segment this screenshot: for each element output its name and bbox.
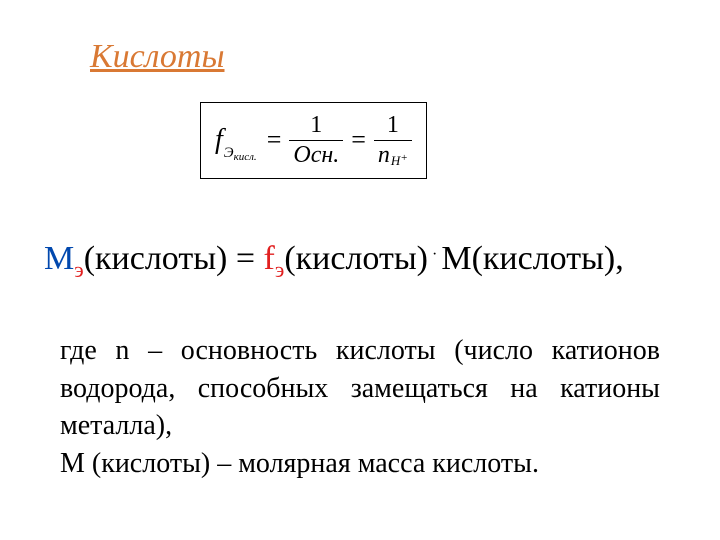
frac2-num: 1 xyxy=(383,111,403,140)
formula-arg-1: (кислоты) xyxy=(84,240,228,277)
formula-sub-e-2: э xyxy=(275,257,284,282)
formula-comma: , xyxy=(615,240,624,277)
frac1-den: Осн. xyxy=(289,140,343,170)
lhs-subscript-e: Э xyxy=(224,145,234,161)
frac2-den: n H+ xyxy=(374,140,412,170)
formula-M1: М xyxy=(44,240,74,277)
formula-line: Мэ(кислоты) = fэ(кислоты)·М(кислоты), xyxy=(44,240,624,278)
equation-lhs: f Экисл. xyxy=(215,124,259,156)
lhs-symbol: f xyxy=(215,124,223,156)
lhs-subscript: Экисл. xyxy=(224,145,257,162)
frac2-den-sub: H+ xyxy=(391,153,408,169)
formula-sub-e-1: э xyxy=(74,257,83,282)
frac1-num: 1 xyxy=(306,111,326,140)
lhs-subscript-suffix: кисл. xyxy=(234,151,257,163)
formula-eq: = xyxy=(227,240,263,277)
equals-1: = xyxy=(267,125,282,155)
frac2-den-sup: + xyxy=(400,152,407,164)
equals-2: = xyxy=(351,125,366,155)
fraction-2: 1 n H+ xyxy=(374,111,412,170)
equation: f Экисл. = 1 Осн. = 1 n H+ xyxy=(215,111,412,170)
frac2-den-h: H xyxy=(391,153,400,168)
equation-box: f Экисл. = 1 Осн. = 1 n H+ xyxy=(200,102,427,179)
description-block: где n – основность кислоты (число катион… xyxy=(60,332,660,482)
formula-f: f xyxy=(264,240,275,277)
formula-arg-2: (кислоты) xyxy=(284,240,428,277)
formula-dot: · xyxy=(432,246,437,263)
description-line-2: M (кислоты) – молярная масса кислоты. xyxy=(60,445,660,483)
formula-M2: М xyxy=(441,240,471,277)
fraction-1: 1 Осн. xyxy=(289,111,343,170)
description-line-1: где n – основность кислоты (число катион… xyxy=(60,332,660,445)
slide-title: Кислоты xyxy=(90,38,225,76)
frac2-den-n: n xyxy=(378,141,390,170)
formula-arg-3: (кислоты) xyxy=(472,240,616,277)
